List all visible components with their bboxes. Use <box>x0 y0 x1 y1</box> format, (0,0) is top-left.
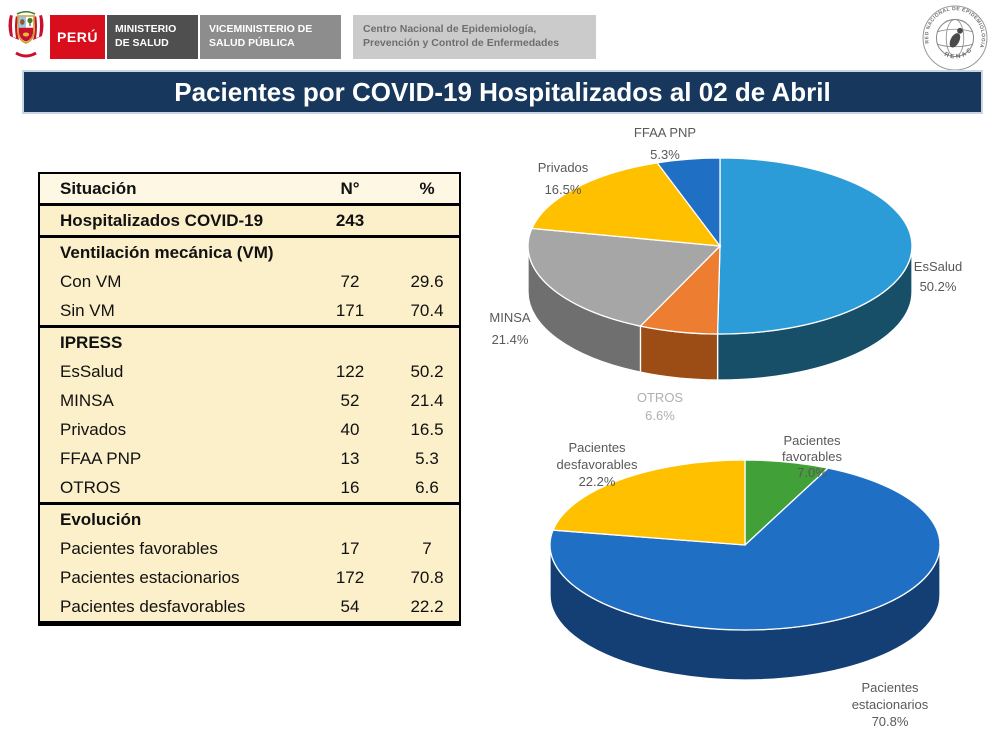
row-value: 171 <box>335 300 365 320</box>
row-value: 22.2 <box>410 596 444 616</box>
pie-label: Pacientes desfavorables 22.2% <box>557 440 638 489</box>
pie-slice <box>549 467 941 631</box>
ministry-line-1: MINISTERIO <box>115 23 177 36</box>
row-label: Evolución <box>60 509 142 529</box>
row-value: 172 <box>335 567 365 587</box>
row-value: 70.4 <box>410 300 444 320</box>
col-header-n: N° <box>340 178 360 198</box>
table-row: Con VM 72 29.6 <box>40 267 459 296</box>
table-row: EsSalud 122 50.2 <box>40 357 459 386</box>
row-label: Ventilación mecánica (VM) <box>60 242 274 262</box>
pie-slice <box>530 162 722 247</box>
row-value: 50.2 <box>410 361 444 381</box>
row-value: 72 <box>340 271 360 291</box>
table-row: Pacientes favorables 17 7 <box>40 534 459 563</box>
row-label: Privados <box>60 419 127 439</box>
row-value: 122 <box>335 361 365 381</box>
peru-label-block: PERÚ <box>50 15 105 59</box>
row-label: MINSA <box>60 390 114 410</box>
table-row: Hospitalizados COVID-19 243 <box>40 206 459 238</box>
row-label: Pacientes estacionarios <box>60 567 240 587</box>
pie-label: Privados 16.5% <box>538 160 589 197</box>
row-value: 16.5 <box>410 419 444 439</box>
viceministry-line-1: VICEMINISTERIO DE <box>209 23 313 36</box>
row-value: 16 <box>340 477 360 497</box>
row-value: 7 <box>422 538 432 558</box>
table-row: MINSA 52 21.4 <box>40 386 459 415</box>
page-title: Pacientes por COVID-19 Hospitalizados al… <box>174 76 831 107</box>
ipress-pie-chart: FFAA PNP 5.3% Privados 16.5% MINSA 21.4% OTROS… <box>490 125 962 423</box>
center-line-2: Prevención y Control de Enfermedades <box>363 37 560 49</box>
row-value: 6.6 <box>415 477 439 497</box>
col-header-situacion: Situación <box>60 178 137 198</box>
table-row: Sin VM 171 70.4 <box>40 296 459 328</box>
table-body: Hospitalizados COVID-19 243 Ventilación me… <box>40 206 459 624</box>
pie-slice <box>527 227 722 327</box>
ministry-block: MINISTERIO DE SALUD <box>107 15 198 59</box>
epidemiology-center-block: Centro Nacional de Epidemiología, Preven… <box>353 15 596 59</box>
center-line-1: Centro Nacional de Epidemiología, <box>363 23 537 36</box>
col-header-pct: % <box>419 178 435 198</box>
table-row: Pacientes desfavorables 54 22.2 <box>40 592 459 624</box>
row-label: OTROS <box>60 477 121 497</box>
pie-label: FFAA PNP 5.3% <box>634 125 696 162</box>
pie-label: MINSA 21.4% <box>490 310 531 347</box>
row-label: FFAA PNP <box>60 448 142 468</box>
row-label: Hospitalizados COVID-19 <box>60 210 264 230</box>
pie-slice <box>552 459 746 546</box>
row-value: 54 <box>340 596 360 616</box>
viceministry-block: VICEMINISTERIO DE SALUD PÚBLICA <box>200 15 341 59</box>
peru-coat-of-arms-icon <box>8 10 44 58</box>
table-row: Pacientes estacionarios 172 70.8 <box>40 563 459 592</box>
table-row: IPRESS <box>40 328 459 357</box>
pie-slice <box>656 157 721 248</box>
row-value: 40 <box>340 419 360 439</box>
evolucion-pie-chart: Pacientes desfavorables 22.2% Pacientes favo… <box>549 433 941 729</box>
table-row: Ventilación mecánica (VM) <box>40 238 459 267</box>
row-value: 52 <box>340 390 360 410</box>
pie-label: Pacientes estacionarios 70.8% <box>852 680 929 729</box>
row-value: 29.6 <box>410 271 444 291</box>
row-label: IPRESS <box>60 332 123 352</box>
table-row: Privados 40 16.5 <box>40 415 459 444</box>
table-row: Evolución <box>40 505 459 534</box>
row-label: Con VM <box>60 271 122 291</box>
row-value: 70.8 <box>410 567 444 587</box>
table-row: FFAA PNP 13 5.3 <box>40 444 459 473</box>
row-label: Sin VM <box>60 300 115 320</box>
row-label: Pacientes favorables <box>60 538 218 558</box>
table-header-row: Situación N° % <box>40 174 459 206</box>
row-value: 21.4 <box>410 390 444 410</box>
row-value: 5.3 <box>415 448 439 468</box>
row-label: Pacientes desfavorables <box>60 596 246 616</box>
pie-label: OTROS 6.6% <box>637 390 684 423</box>
ministry-line-2: DE SALUD <box>115 37 169 49</box>
pie-label: EsSalud 50.2% <box>914 259 962 294</box>
table-row: OTROS 16 6.6 <box>40 473 459 505</box>
pie-slice <box>716 157 913 335</box>
row-value: 17 <box>340 538 360 558</box>
row-label: EsSalud <box>60 361 124 381</box>
row-value: 13 <box>340 448 360 468</box>
situacion-table: Situación N° % Hospitalizados COVID-19 24… <box>38 172 461 626</box>
title-bar: Pacientes por COVID-19 Hospitalizados al… <box>22 70 983 114</box>
renace-logo-icon: RED NACIONAL DE EPIDEMIOLOGIA RENACE <box>922 5 988 71</box>
row-value: 243 <box>335 210 365 230</box>
pie-label: Pacientes favorables 7.0% <box>782 433 842 480</box>
viceministry-line-2: SALUD PÚBLICA <box>209 37 295 49</box>
peru-label: PERÚ <box>57 29 98 45</box>
